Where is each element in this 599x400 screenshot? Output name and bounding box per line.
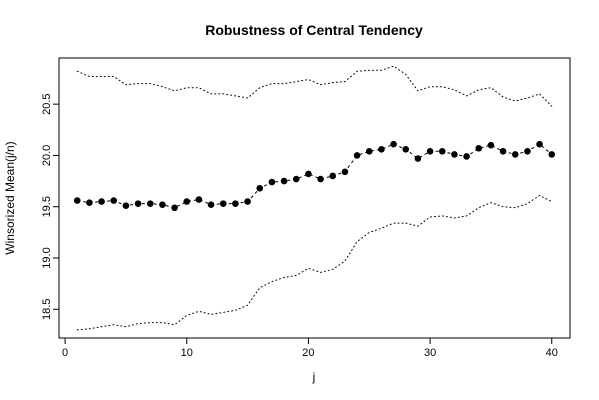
data-point <box>402 145 410 153</box>
data-point <box>159 201 166 208</box>
data-point <box>341 168 349 176</box>
data-point <box>244 198 251 205</box>
y-tick-label: 20.0 <box>41 145 53 166</box>
x-axis: 0 10 20 30 40 <box>62 338 558 359</box>
x-tick-label: 30 <box>424 347 436 359</box>
data-point <box>86 199 93 206</box>
data-point <box>280 177 288 185</box>
data-point <box>390 140 397 148</box>
plot-frame <box>58 57 571 339</box>
data-point <box>195 196 203 203</box>
x-tick-label: 10 <box>181 347 193 359</box>
data-point <box>438 148 446 155</box>
data-point <box>463 153 470 160</box>
x-tick-label: 40 <box>546 347 558 359</box>
data-point <box>414 155 422 162</box>
series-line-1 <box>76 65 553 107</box>
y-tick-label: 18.5 <box>41 299 53 320</box>
data-point <box>256 184 264 192</box>
series-line-0 <box>77 143 553 209</box>
y-tick-label: 20.5 <box>41 93 53 114</box>
data-point <box>305 170 312 178</box>
series-line-2 <box>76 194 553 331</box>
data-point <box>146 200 154 207</box>
data-point <box>292 175 300 183</box>
data-point <box>232 200 239 207</box>
y-tick-label: 19.0 <box>41 247 53 268</box>
data-point <box>122 202 130 209</box>
plot-area <box>73 65 556 331</box>
data-point <box>183 198 191 205</box>
data-point <box>499 148 507 155</box>
data-point <box>426 148 434 155</box>
y-axis-label: Winsorized Mean(j/n) <box>3 141 17 254</box>
data-point <box>134 200 142 207</box>
chart-title: Robustness of Central Tendency <box>205 22 423 38</box>
data-point <box>73 197 81 204</box>
data-point <box>268 178 276 186</box>
data-point <box>548 151 556 158</box>
data-point <box>524 148 531 155</box>
data-point <box>171 204 178 212</box>
y-axis: 18.5 19.0 19.5 20.0 20.5 <box>41 93 59 320</box>
data-point <box>98 198 105 205</box>
data-point <box>475 144 483 152</box>
data-point <box>451 151 458 158</box>
data-point <box>329 172 337 180</box>
data-point <box>207 201 215 208</box>
data-point <box>317 175 324 183</box>
data-point <box>536 140 543 148</box>
x-tick-label: 0 <box>62 347 68 359</box>
y-tick-label: 19.5 <box>41 196 53 217</box>
x-axis-label: j <box>312 370 316 384</box>
data-point <box>110 197 118 204</box>
data-point <box>365 148 373 155</box>
data-point <box>487 141 495 149</box>
x-tick-label: 20 <box>302 347 314 359</box>
data-point <box>219 200 227 207</box>
data-point <box>353 152 361 159</box>
data-point <box>511 151 519 158</box>
data-point <box>378 145 385 153</box>
